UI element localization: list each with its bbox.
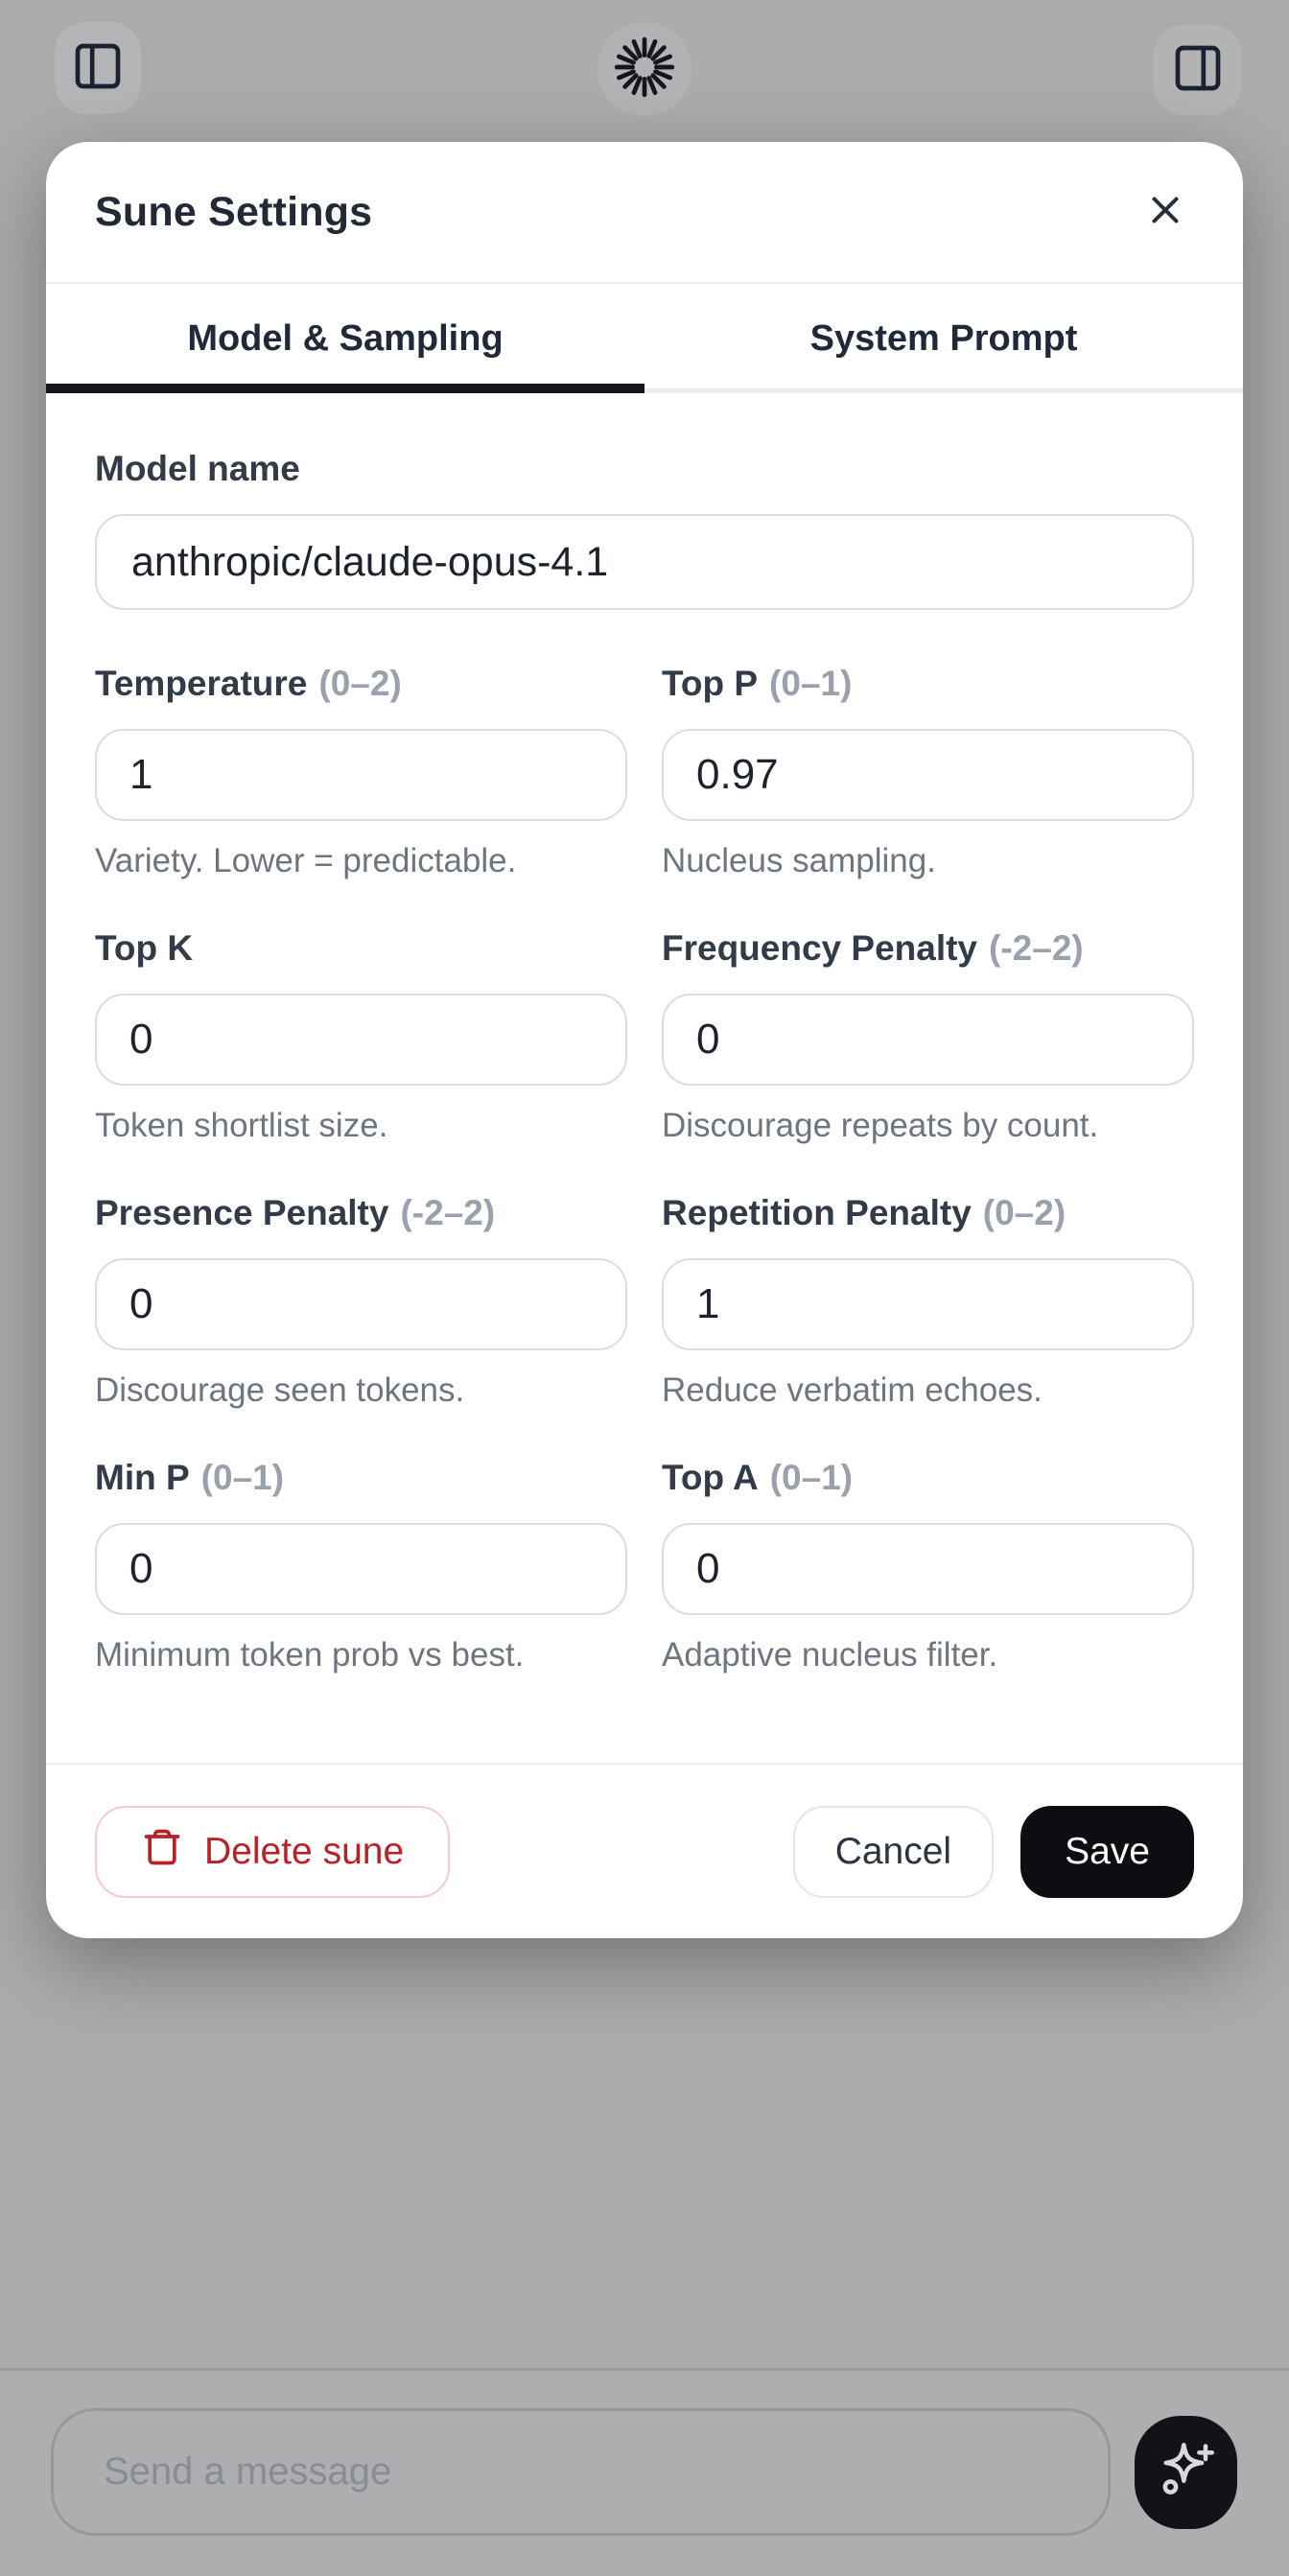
field-top-a: Top A (0–1) Adaptive nucleus filter. <box>662 1458 1194 1722</box>
top-k-input[interactable] <box>95 994 627 1086</box>
temperature-help: Variety. Lower = predictable. <box>95 842 517 879</box>
close-button[interactable] <box>1137 183 1194 241</box>
cancel-button[interactable]: Cancel <box>792 1805 995 1898</box>
presence-penalty-range: (-2–2) <box>400 1193 496 1232</box>
field-repetition-penalty: Repetition Penalty (0–2) Reduce verbatim … <box>662 1193 1194 1458</box>
tab-model-sampling[interactable]: Model & Sampling <box>187 317 504 359</box>
modal-body: Model name Temperature (0–2) Variety. Low… <box>46 449 1243 1722</box>
sparkle-icon <box>1156 2440 1217 2506</box>
top-p-input[interactable] <box>662 729 1194 821</box>
min-p-range: (0–1) <box>200 1458 285 1497</box>
model-name-label: Model name <box>95 449 300 488</box>
top-a-range: (0–1) <box>769 1458 854 1497</box>
message-input[interactable] <box>51 2408 1111 2536</box>
top-p-label: Top P <box>662 664 759 703</box>
panel-left-icon <box>71 39 125 98</box>
model-name-input[interactable] <box>95 514 1194 610</box>
top-p-range: (0–1) <box>769 664 853 703</box>
tabs-baseline <box>46 388 1243 393</box>
modal-footer: Delete sune Cancel Save <box>46 1763 1243 1938</box>
temperature-range: (0–2) <box>318 664 402 703</box>
delete-sune-label: Delete sune <box>204 1830 405 1872</box>
min-p-label: Min P <box>95 1458 190 1497</box>
starburst-icon <box>613 35 676 104</box>
temperature-input[interactable] <box>95 729 627 821</box>
repetition-penalty-input[interactable] <box>662 1258 1194 1350</box>
top-k-label: Top K <box>95 928 194 968</box>
modal-title: Sune Settings <box>95 188 373 235</box>
trash-icon <box>141 1826 183 1878</box>
delete-sune-button[interactable]: Delete sune <box>95 1805 451 1898</box>
field-frequency-penalty: Frequency Penalty (-2–2) Discourage repea… <box>662 928 1194 1193</box>
close-icon <box>1143 188 1187 237</box>
new-sune-button[interactable] <box>598 22 691 116</box>
active-tab-underline <box>46 384 644 393</box>
toggle-right-panel-button[interactable] <box>1153 25 1242 115</box>
tab-system-prompt[interactable]: System Prompt <box>809 317 1078 359</box>
repetition-penalty-label: Repetition Penalty <box>662 1193 972 1232</box>
send-button[interactable] <box>1135 2416 1237 2529</box>
presence-penalty-label: Presence Penalty <box>95 1193 389 1232</box>
top-k-help: Token shortlist size. <box>95 1107 388 1144</box>
top-a-help: Adaptive nucleus filter. <box>662 1636 998 1674</box>
repetition-penalty-help: Reduce verbatim echoes. <box>662 1371 1043 1409</box>
top-p-help: Nucleus sampling. <box>662 842 936 879</box>
temperature-label: Temperature <box>95 664 308 703</box>
top-a-input[interactable] <box>662 1523 1194 1615</box>
save-button[interactable]: Save <box>1020 1805 1194 1898</box>
modal-header: Sune Settings <box>46 142 1243 284</box>
presence-penalty-help: Discourage seen tokens. <box>95 1371 465 1409</box>
toggle-left-panel-button[interactable] <box>55 22 141 114</box>
field-min-p: Min P (0–1) Minimum token prob vs best. <box>95 1458 627 1722</box>
sune-settings-modal: Sune Settings Model & Sampling System Pr… <box>46 142 1243 1938</box>
presence-penalty-input[interactable] <box>95 1258 627 1350</box>
panel-right-icon <box>1171 41 1225 100</box>
repetition-penalty-range: (0–2) <box>982 1193 1066 1232</box>
field-top-k: Top K Token shortlist size. <box>95 928 627 1193</box>
frequency-penalty-range: (-2–2) <box>989 928 1084 968</box>
frequency-penalty-help: Discourage repeats by count. <box>662 1107 1099 1144</box>
sampling-fields-grid: Temperature (0–2) Variety. Lower = predic… <box>95 664 1194 1722</box>
field-presence-penalty: Presence Penalty (-2–2) Discourage seen t… <box>95 1193 627 1458</box>
top-a-label: Top A <box>662 1458 759 1497</box>
field-top-p: Top P (0–1) Nucleus sampling. <box>662 664 1194 928</box>
min-p-input[interactable] <box>95 1523 627 1615</box>
settings-tabs: Model & Sampling System Prompt <box>46 284 1243 393</box>
frequency-penalty-input[interactable] <box>662 994 1194 1086</box>
field-temperature: Temperature (0–2) Variety. Lower = predic… <box>95 664 627 928</box>
min-p-help: Minimum token prob vs best. <box>95 1636 525 1674</box>
frequency-penalty-label: Frequency Penalty <box>662 928 978 968</box>
